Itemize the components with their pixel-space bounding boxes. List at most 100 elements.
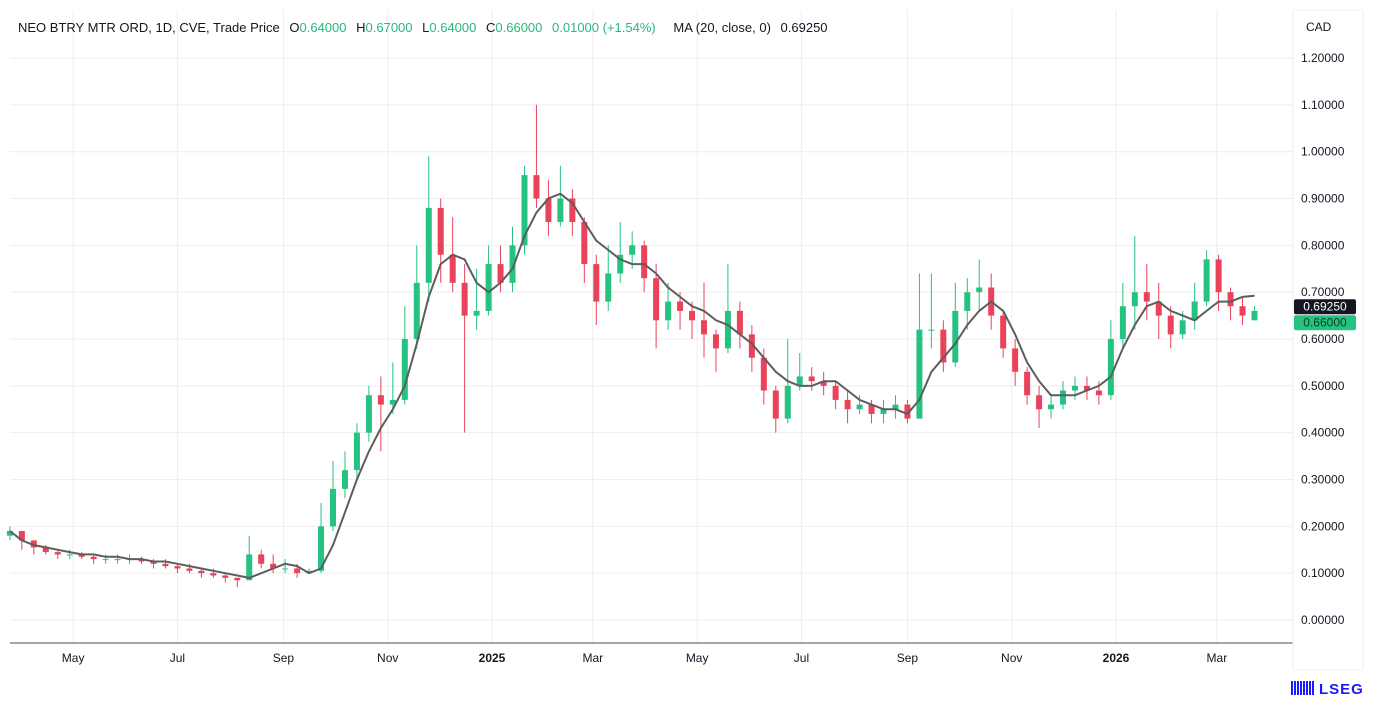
open-value: 0.64000 xyxy=(299,20,347,35)
candle-body xyxy=(748,334,755,358)
candle xyxy=(258,549,265,569)
candle-body xyxy=(1179,320,1186,335)
candle xyxy=(138,556,145,564)
candle-body xyxy=(832,385,839,400)
candle-body xyxy=(1012,348,1019,372)
candle xyxy=(1036,385,1043,428)
price-tag-label: 0.69250 xyxy=(1303,300,1347,314)
candle-body xyxy=(844,399,851,410)
candle-body xyxy=(1191,301,1198,321)
ma-label: MA (20, close, 0) xyxy=(673,20,771,35)
candle xyxy=(916,273,923,419)
low-label: L xyxy=(422,20,430,35)
ma-value: 0.69250 xyxy=(780,20,828,35)
candles xyxy=(6,104,1258,588)
candle xyxy=(270,554,277,574)
candle-body xyxy=(389,399,396,405)
candle-body xyxy=(258,554,265,564)
open-label: O xyxy=(289,20,300,35)
candle xyxy=(964,278,971,330)
candle-body xyxy=(689,310,696,321)
y-tick-label: 0.00000 xyxy=(1301,613,1345,627)
candle-body xyxy=(940,329,947,363)
x-tick-label: May xyxy=(62,651,85,665)
change-value: 0.01000 (+1.54%) xyxy=(552,20,656,35)
candle-body xyxy=(736,310,743,335)
candle-body xyxy=(868,404,875,414)
candle xyxy=(940,320,947,372)
y-tick-label: 1.20000 xyxy=(1301,51,1345,65)
candle xyxy=(832,381,839,410)
candle xyxy=(1227,287,1234,321)
x-tick-label: Sep xyxy=(273,651,295,665)
candle xyxy=(844,390,851,424)
candle xyxy=(174,563,181,574)
candle xyxy=(569,189,576,236)
candle xyxy=(6,526,13,541)
candle-body xyxy=(952,310,959,363)
low-value: 0.64000 xyxy=(429,20,477,35)
candle-body xyxy=(772,390,779,419)
candle xyxy=(748,324,755,372)
currency-label[interactable]: CAD xyxy=(1306,20,1332,34)
x-tick-label: Jul xyxy=(794,651,809,665)
candle-body xyxy=(102,559,109,561)
candle-body xyxy=(365,395,372,433)
candle-body xyxy=(880,409,887,414)
y-tick-label: 0.30000 xyxy=(1301,473,1345,487)
candle-body xyxy=(186,568,193,571)
candle xyxy=(856,395,863,414)
candle-body xyxy=(509,245,516,283)
candle xyxy=(413,245,420,349)
candle-body xyxy=(497,264,504,283)
candle-body xyxy=(437,207,444,255)
x-tick-label: Mar xyxy=(1207,651,1228,665)
y-tick-label: 0.80000 xyxy=(1301,238,1345,252)
candle xyxy=(234,577,241,588)
candle-body xyxy=(330,488,337,527)
candle-body xyxy=(904,404,911,419)
close-value: 0.66000 xyxy=(495,20,543,35)
candle xyxy=(533,104,540,208)
candle-body xyxy=(916,329,923,419)
candle xyxy=(1251,306,1258,321)
candle-body xyxy=(521,175,528,246)
candle xyxy=(401,306,408,405)
x-tick-label: 2026 xyxy=(1103,651,1130,665)
candle-body xyxy=(234,577,241,581)
candle-body xyxy=(724,310,731,349)
candle-body xyxy=(1083,385,1090,391)
candle-body xyxy=(928,329,935,331)
candle-body xyxy=(246,554,253,581)
candle xyxy=(808,367,815,391)
candle-body xyxy=(1107,339,1114,396)
candle-body xyxy=(1227,292,1234,307)
candle-body xyxy=(533,175,540,199)
candle-body xyxy=(820,381,827,386)
candle xyxy=(892,395,899,419)
candle-body xyxy=(1119,306,1126,340)
candle-body xyxy=(1071,385,1078,391)
candle-body xyxy=(1239,306,1246,316)
x-tick-label: Jul xyxy=(170,651,185,665)
axes: 0.00000 0.10000 0.20000 0.30000 0.40000 0.500… xyxy=(10,9,1364,671)
candle-body xyxy=(629,245,636,255)
candle xyxy=(365,385,372,443)
candle-body xyxy=(485,264,492,311)
candle-body xyxy=(90,556,97,560)
candle-body xyxy=(1203,259,1210,302)
candle-body xyxy=(42,547,49,553)
candle xyxy=(78,552,85,560)
candle xyxy=(677,292,684,330)
candle-body xyxy=(150,561,157,564)
candle-body xyxy=(198,570,205,574)
candle-body xyxy=(425,207,432,283)
candle xyxy=(1000,310,1007,358)
candle-body xyxy=(401,339,408,400)
candle xyxy=(1048,395,1055,419)
candle-body xyxy=(282,568,289,570)
candle xyxy=(353,423,360,480)
candle-body xyxy=(545,198,552,222)
y-tick-label: 0.20000 xyxy=(1301,519,1345,533)
